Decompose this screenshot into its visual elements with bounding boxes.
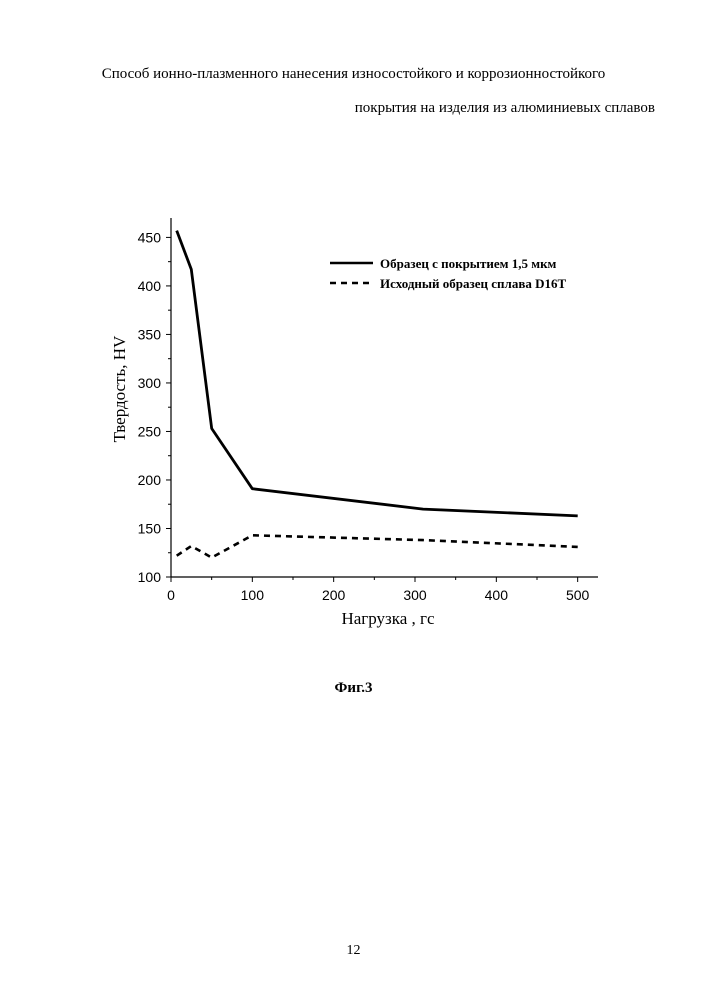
y-tick-label: 150 bbox=[138, 520, 162, 536]
y-axis-label: Твердость, HV bbox=[110, 335, 129, 442]
series-line-2 bbox=[177, 535, 578, 557]
y-tick-label: 400 bbox=[138, 278, 162, 294]
x-tick-label: 500 bbox=[566, 587, 590, 603]
x-tick-label: 300 bbox=[403, 587, 427, 603]
figure-caption: Фиг.3 bbox=[0, 680, 707, 697]
y-tick-label: 300 bbox=[138, 375, 162, 391]
y-tick-label: 450 bbox=[138, 229, 162, 245]
series-line-1 bbox=[177, 231, 578, 516]
y-tick-label: 350 bbox=[138, 326, 162, 342]
x-axis-label: Нагрузка , гс bbox=[341, 609, 435, 628]
x-tick-label: 200 bbox=[322, 587, 346, 603]
x-tick-label: 400 bbox=[485, 587, 509, 603]
x-tick-label: 100 bbox=[241, 587, 265, 603]
legend-label-1: Образец с покрытием 1,5 мкм bbox=[380, 256, 557, 271]
hardness-chart: 0 100 200 300 400 500 100 150 200 250 300 350 400 450… bbox=[0, 0, 707, 1000]
y-tick-label: 100 bbox=[138, 569, 162, 585]
chart-legend: Образец с покрытием 1,5 мкм Исходный обра… bbox=[330, 256, 566, 291]
y-tick-label: 250 bbox=[138, 423, 162, 439]
x-tick-label: 0 bbox=[167, 587, 175, 603]
chart-axes bbox=[171, 218, 598, 577]
legend-label-2: Исходный образец сплава D16T bbox=[380, 276, 566, 291]
y-tick-label: 200 bbox=[138, 472, 162, 488]
page-number: 12 bbox=[0, 943, 707, 959]
